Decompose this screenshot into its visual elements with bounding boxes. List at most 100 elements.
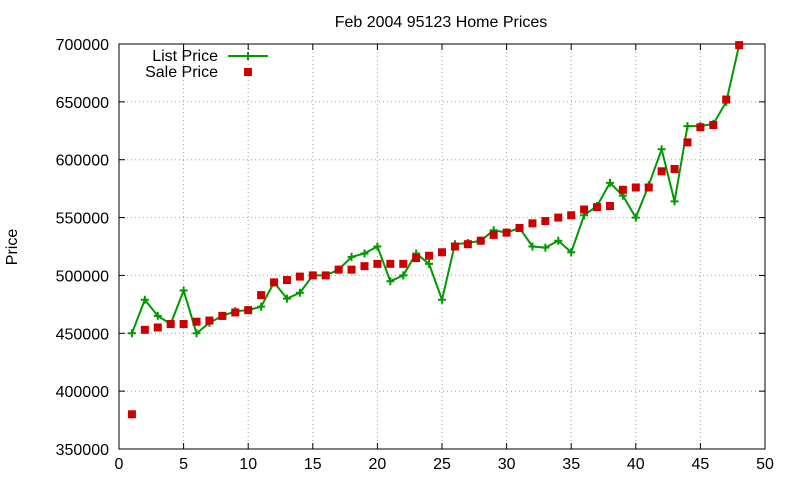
data-point xyxy=(192,317,201,326)
data-point xyxy=(179,286,188,295)
data-point xyxy=(605,202,614,210)
data-point xyxy=(386,277,395,286)
data-point xyxy=(166,320,175,329)
data-point xyxy=(270,278,279,287)
data-point xyxy=(282,294,291,303)
data-point xyxy=(438,248,446,257)
chart-title: Feb 2004 95123 Home Prices xyxy=(335,14,548,31)
x-tick-label: 0 xyxy=(115,456,124,473)
data-point xyxy=(631,183,640,192)
data-point xyxy=(347,252,356,261)
data-point xyxy=(244,306,253,315)
x-tick-label: 15 xyxy=(304,456,322,473)
y-tick-label: 500000 xyxy=(56,268,109,285)
axis-ticks: 0 5 10 15 20 25 30 35 40 45 50 350000 400000 450000 50… xyxy=(56,37,774,473)
data-point xyxy=(683,138,692,147)
data-point xyxy=(347,265,356,274)
data-point xyxy=(593,203,602,212)
x-tick-label: 45 xyxy=(692,456,710,473)
legend-marker-list-price xyxy=(244,52,252,60)
x-tick-label: 25 xyxy=(433,456,451,473)
data-point xyxy=(153,323,162,332)
data-point xyxy=(644,183,653,192)
data-point xyxy=(618,185,627,194)
data-point xyxy=(631,213,640,222)
data-point xyxy=(127,410,136,419)
data-point xyxy=(541,217,550,226)
data-point xyxy=(657,145,666,154)
data-point xyxy=(476,236,485,245)
data-point xyxy=(334,265,343,274)
grid xyxy=(119,44,765,449)
y-tick-label: 700000 xyxy=(56,37,109,54)
data-point xyxy=(567,248,576,257)
data-point xyxy=(580,205,589,214)
data-point xyxy=(140,295,149,304)
y-tick-label: 400000 xyxy=(56,384,109,401)
x-tick-label: 40 xyxy=(627,456,645,473)
data-point xyxy=(295,288,304,297)
series-layer xyxy=(127,41,744,419)
x-tick-label: 30 xyxy=(498,456,516,473)
data-point xyxy=(257,291,266,300)
data-point xyxy=(321,271,330,280)
data-point xyxy=(386,259,395,268)
data-point xyxy=(205,316,214,325)
data-point xyxy=(438,295,446,304)
data-point xyxy=(295,272,304,281)
series-sale-price xyxy=(127,41,744,419)
legend-label-sale-price: Sale Price xyxy=(145,64,218,81)
y-tick-label: 650000 xyxy=(56,95,109,112)
y-tick-label: 350000 xyxy=(56,442,109,459)
data-point xyxy=(140,325,149,334)
data-point xyxy=(257,302,266,311)
data-point xyxy=(127,329,136,338)
data-point xyxy=(670,164,679,173)
data-point xyxy=(541,243,550,252)
y-tick-label: 550000 xyxy=(56,211,109,228)
data-point xyxy=(722,95,731,104)
data-point xyxy=(528,242,537,251)
data-point xyxy=(502,228,511,237)
data-point xyxy=(373,242,382,251)
data-point xyxy=(657,167,666,176)
y-tick-label: 600000 xyxy=(56,153,109,170)
x-tick-label: 10 xyxy=(239,456,257,473)
data-point xyxy=(567,211,576,220)
data-point xyxy=(192,329,201,338)
legend: List Price Sale Price xyxy=(145,48,268,81)
data-point xyxy=(605,178,614,187)
data-point xyxy=(670,197,679,206)
legend-swatch-sale-price xyxy=(244,68,252,76)
legend-label-list-price: List Price xyxy=(152,48,218,65)
data-point xyxy=(554,236,563,245)
x-tick-label: 50 xyxy=(756,456,774,473)
data-point xyxy=(696,123,705,132)
data-point xyxy=(735,41,744,50)
data-point xyxy=(515,223,524,232)
data-point xyxy=(360,262,369,271)
data-point xyxy=(425,251,434,260)
data-point xyxy=(360,249,369,258)
data-point xyxy=(218,311,227,320)
data-point xyxy=(528,219,537,228)
data-point xyxy=(709,121,718,129)
data-point xyxy=(179,320,188,329)
x-tick-label: 35 xyxy=(562,456,580,473)
data-point xyxy=(412,254,421,263)
data-point xyxy=(489,230,498,239)
data-point xyxy=(425,259,434,268)
data-point xyxy=(231,308,240,317)
data-point xyxy=(373,259,382,268)
data-point xyxy=(308,271,317,280)
x-tick-label: 5 xyxy=(179,456,188,473)
data-point xyxy=(399,259,408,268)
data-point xyxy=(463,240,472,249)
data-point xyxy=(399,271,408,280)
data-point xyxy=(683,122,692,131)
y-axis-label: Price xyxy=(4,229,21,266)
data-point xyxy=(282,276,291,285)
y-tick-label: 450000 xyxy=(56,326,109,343)
data-point xyxy=(450,242,459,251)
